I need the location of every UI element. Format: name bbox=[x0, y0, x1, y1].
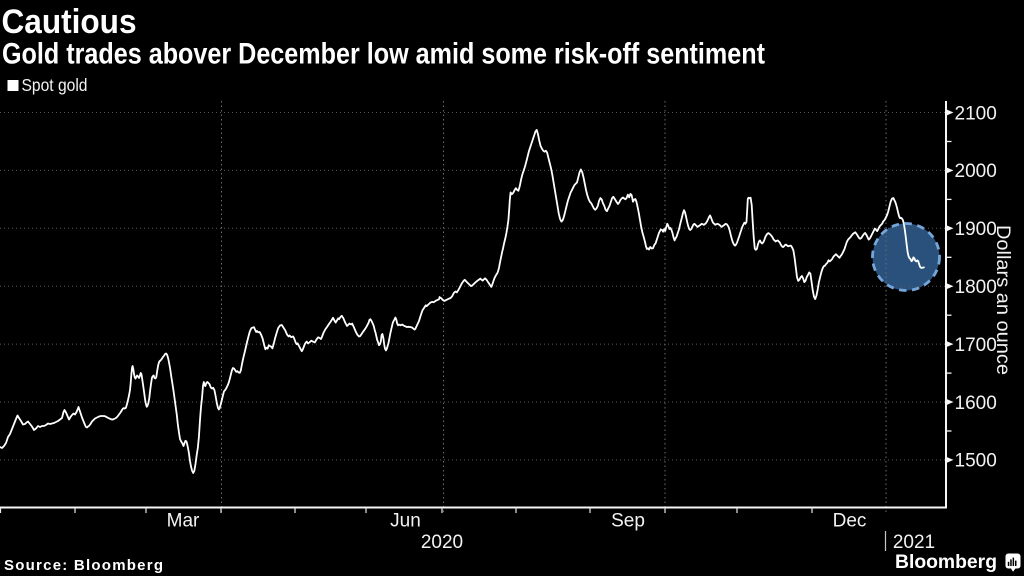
svg-text:1600: 1600 bbox=[955, 393, 997, 414]
svg-text:Bloomberg: Bloomberg bbox=[895, 551, 997, 573]
svg-text:2021: 2021 bbox=[893, 532, 935, 553]
svg-text:1900: 1900 bbox=[955, 219, 997, 240]
svg-text:1500: 1500 bbox=[955, 451, 997, 472]
svg-text:2020: 2020 bbox=[421, 532, 463, 553]
svg-text:Gold trades abover December lo: Gold trades abover December low amid som… bbox=[2, 38, 765, 71]
svg-text:Mar: Mar bbox=[167, 510, 200, 531]
svg-text:2100: 2100 bbox=[955, 103, 997, 124]
svg-text:1800: 1800 bbox=[955, 277, 997, 298]
svg-text:Jun: Jun bbox=[390, 510, 421, 531]
svg-text:Source: Bloomberg: Source: Bloomberg bbox=[4, 557, 163, 574]
svg-text:2000: 2000 bbox=[955, 161, 997, 182]
svg-text:1700: 1700 bbox=[955, 335, 997, 356]
svg-text:Cautious: Cautious bbox=[2, 3, 137, 41]
svg-text:Dec: Dec bbox=[833, 510, 867, 531]
svg-text:Spot gold: Spot gold bbox=[22, 75, 88, 95]
svg-text:Sep: Sep bbox=[611, 510, 645, 531]
svg-text:Dollars an ounce: Dollars an ounce bbox=[992, 225, 1013, 375]
